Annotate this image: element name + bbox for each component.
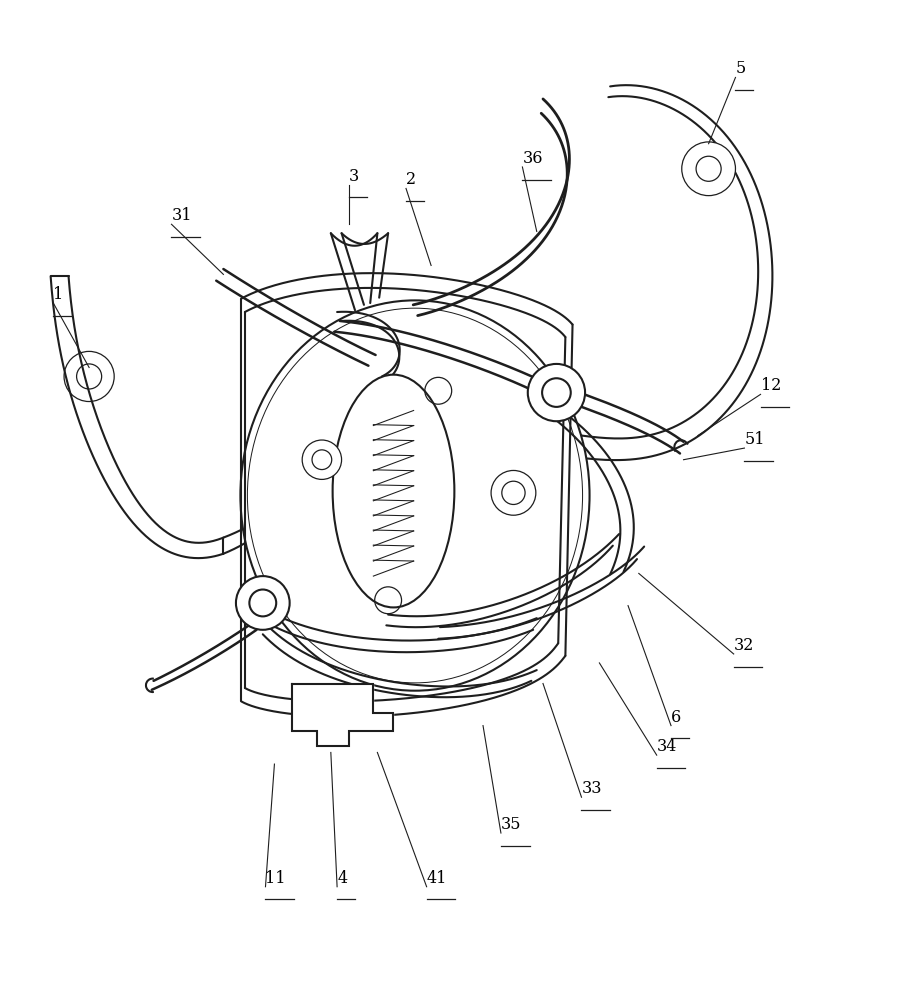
Text: 4: 4 xyxy=(337,870,348,887)
Text: 12: 12 xyxy=(761,377,781,394)
Circle shape xyxy=(236,576,290,630)
Circle shape xyxy=(682,142,735,196)
Polygon shape xyxy=(293,684,393,746)
Text: 32: 32 xyxy=(734,637,754,654)
Text: 1: 1 xyxy=(53,286,64,303)
Text: 31: 31 xyxy=(172,207,192,224)
Text: 3: 3 xyxy=(348,168,359,185)
Text: 35: 35 xyxy=(501,816,522,833)
Circle shape xyxy=(528,364,585,421)
Text: 6: 6 xyxy=(671,709,682,726)
Ellipse shape xyxy=(332,375,454,607)
Ellipse shape xyxy=(241,300,590,691)
Text: 41: 41 xyxy=(427,870,447,887)
Text: 11: 11 xyxy=(266,870,286,887)
Text: 5: 5 xyxy=(735,60,745,77)
Text: 33: 33 xyxy=(582,780,602,797)
Circle shape xyxy=(491,470,536,515)
Text: 2: 2 xyxy=(406,171,416,188)
Text: 51: 51 xyxy=(744,431,765,448)
Circle shape xyxy=(303,440,341,479)
Text: 36: 36 xyxy=(523,150,543,167)
Text: 34: 34 xyxy=(656,738,677,755)
